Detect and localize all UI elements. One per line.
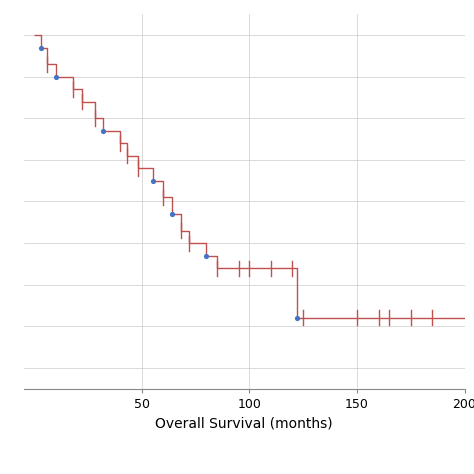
Point <box>52 73 60 81</box>
Point <box>203 252 210 259</box>
Point <box>168 210 176 218</box>
Point <box>149 177 156 184</box>
Point <box>37 44 45 51</box>
X-axis label: Overall Survival (months): Overall Survival (months) <box>155 416 333 430</box>
Point <box>100 127 107 135</box>
Point <box>293 314 301 322</box>
